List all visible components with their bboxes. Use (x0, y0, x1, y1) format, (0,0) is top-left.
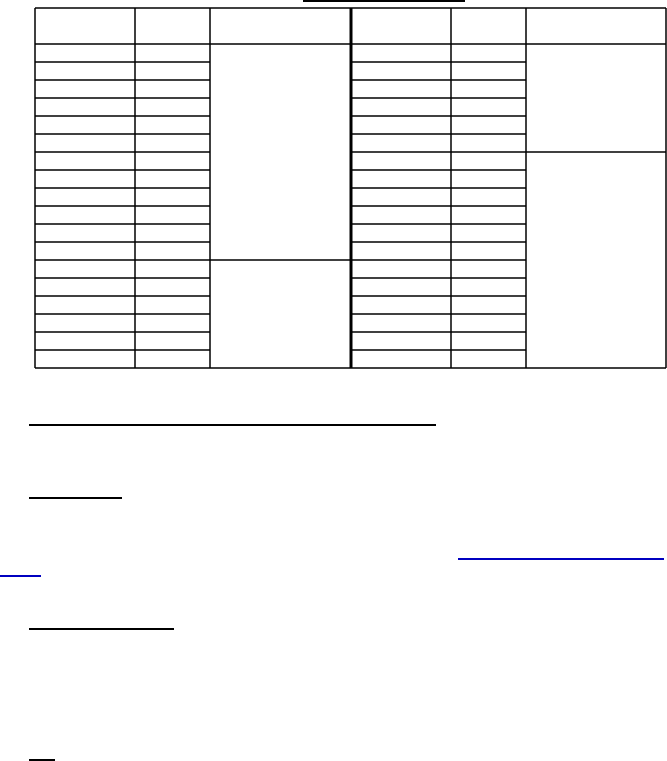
hyperlink-underline-continued[interactable] (0, 575, 41, 577)
section-heading-underline-1 (29, 424, 436, 426)
table-title-underline (303, 0, 465, 2)
section-heading-underline-2 (29, 497, 122, 499)
section-heading-underline-4 (29, 759, 55, 761)
hyperlink-underline[interactable] (458, 558, 664, 560)
data-table (34, 7, 667, 369)
section-heading-underline-3 (29, 628, 174, 630)
